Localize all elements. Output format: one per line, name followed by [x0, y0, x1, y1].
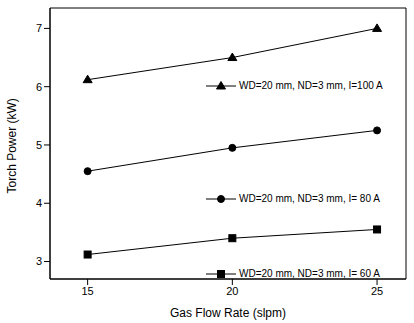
svg-text:4: 4 [36, 197, 42, 209]
svg-text:25: 25 [371, 285, 383, 297]
svg-text:6: 6 [36, 81, 42, 93]
svg-text:7: 7 [36, 22, 42, 34]
html-text:WD=20 mm, ND=3 mm, I= 60 A: WD=20 mm, ND=3 mm, I= 60 A [239, 268, 380, 279]
svg-text:20: 20 [226, 285, 238, 297]
html-text:WD=20 mm, ND=3 mm, I=100 A: WD=20 mm, ND=3 mm, I=100 A [239, 80, 383, 91]
svg-text:15: 15 [82, 285, 94, 297]
svg-text:5: 5 [36, 139, 42, 151]
svg-text:Gas Flow Rate (slpm): Gas Flow Rate (slpm) [170, 306, 286, 320]
html-text:WD=20 mm, ND=3 mm, I= 80 A: WD=20 mm, ND=3 mm, I= 80 A [239, 193, 380, 204]
svg-text:3: 3 [36, 255, 42, 267]
svg-text:Torch Power (kW): Torch Power (kW) [8, 98, 19, 193]
